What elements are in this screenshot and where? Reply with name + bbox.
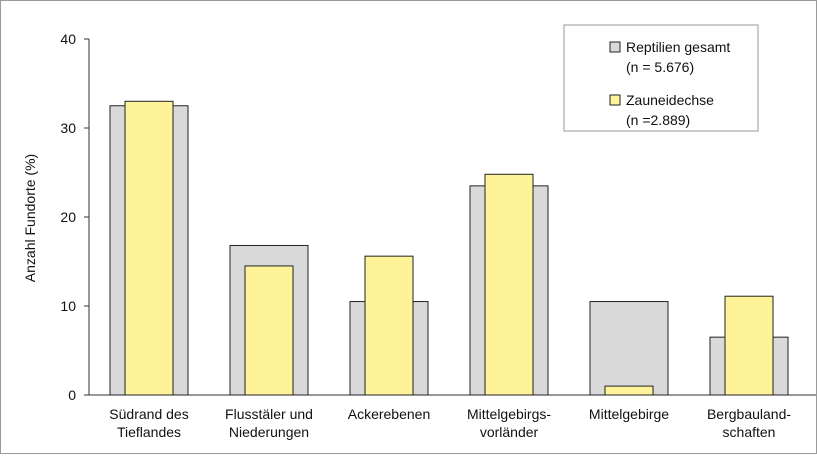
x-category-label: Flusstäler und Niederungen bbox=[225, 406, 313, 440]
y-tick-label: 0 bbox=[68, 387, 76, 403]
legend: Reptilien gesamt (n = 5.676) Zauneidechs… bbox=[563, 24, 759, 132]
bar-zauneidechse-mittelgebirgs-vorländer bbox=[484, 173, 534, 396]
x-category-label: Mittelgebirgs-vorländer bbox=[467, 406, 551, 440]
bar-zauneidechse-mittelgebirge bbox=[604, 385, 654, 396]
x-category-label: Mittelgebirge bbox=[589, 406, 669, 422]
y-axis-title: Anzahl Fundorte (%) bbox=[22, 154, 38, 282]
bar-zauneidechse-bergbauland-schaften bbox=[724, 295, 774, 396]
legend-n-reptilien-gesamt: (n = 5.676) bbox=[626, 59, 694, 75]
bar-zauneidechse-ackerebenen bbox=[364, 255, 414, 396]
legend-n-zauneidechse: (n =2.889) bbox=[626, 112, 690, 128]
x-category-label: Ackerebenen bbox=[348, 406, 431, 422]
y-tick-label: 10 bbox=[60, 298, 76, 314]
x-category-label: Südrand des Tieflandes bbox=[109, 406, 188, 440]
legend-label-reptilien-gesamt: Reptilien gesamt bbox=[626, 39, 730, 55]
legend-label-zauneidechse: Zauneidechse bbox=[626, 92, 714, 108]
axes bbox=[84, 38, 816, 396]
legend-swatch-reptilien-gesamt bbox=[609, 41, 621, 53]
labels: 0 10 20 30 40 Südrand des Tieflandes Flusstäler… bbox=[60, 31, 791, 440]
x-category-label: Bergbauland-schaften bbox=[707, 406, 791, 440]
y-tick-label: 40 bbox=[60, 31, 76, 47]
bar-zauneidechse-südrand-des-tieflandes bbox=[124, 100, 174, 396]
bar-reptilien-gesamt-mittelgebirge bbox=[589, 301, 669, 396]
legend-swatch-zauneidechse bbox=[609, 94, 621, 106]
y-tick-label: 30 bbox=[60, 120, 76, 136]
bar-zauneidechse-flusstäler-und-niederungen bbox=[244, 265, 294, 396]
bars bbox=[109, 100, 789, 396]
legend-box bbox=[563, 24, 759, 132]
y-tick-label: 20 bbox=[60, 209, 76, 225]
